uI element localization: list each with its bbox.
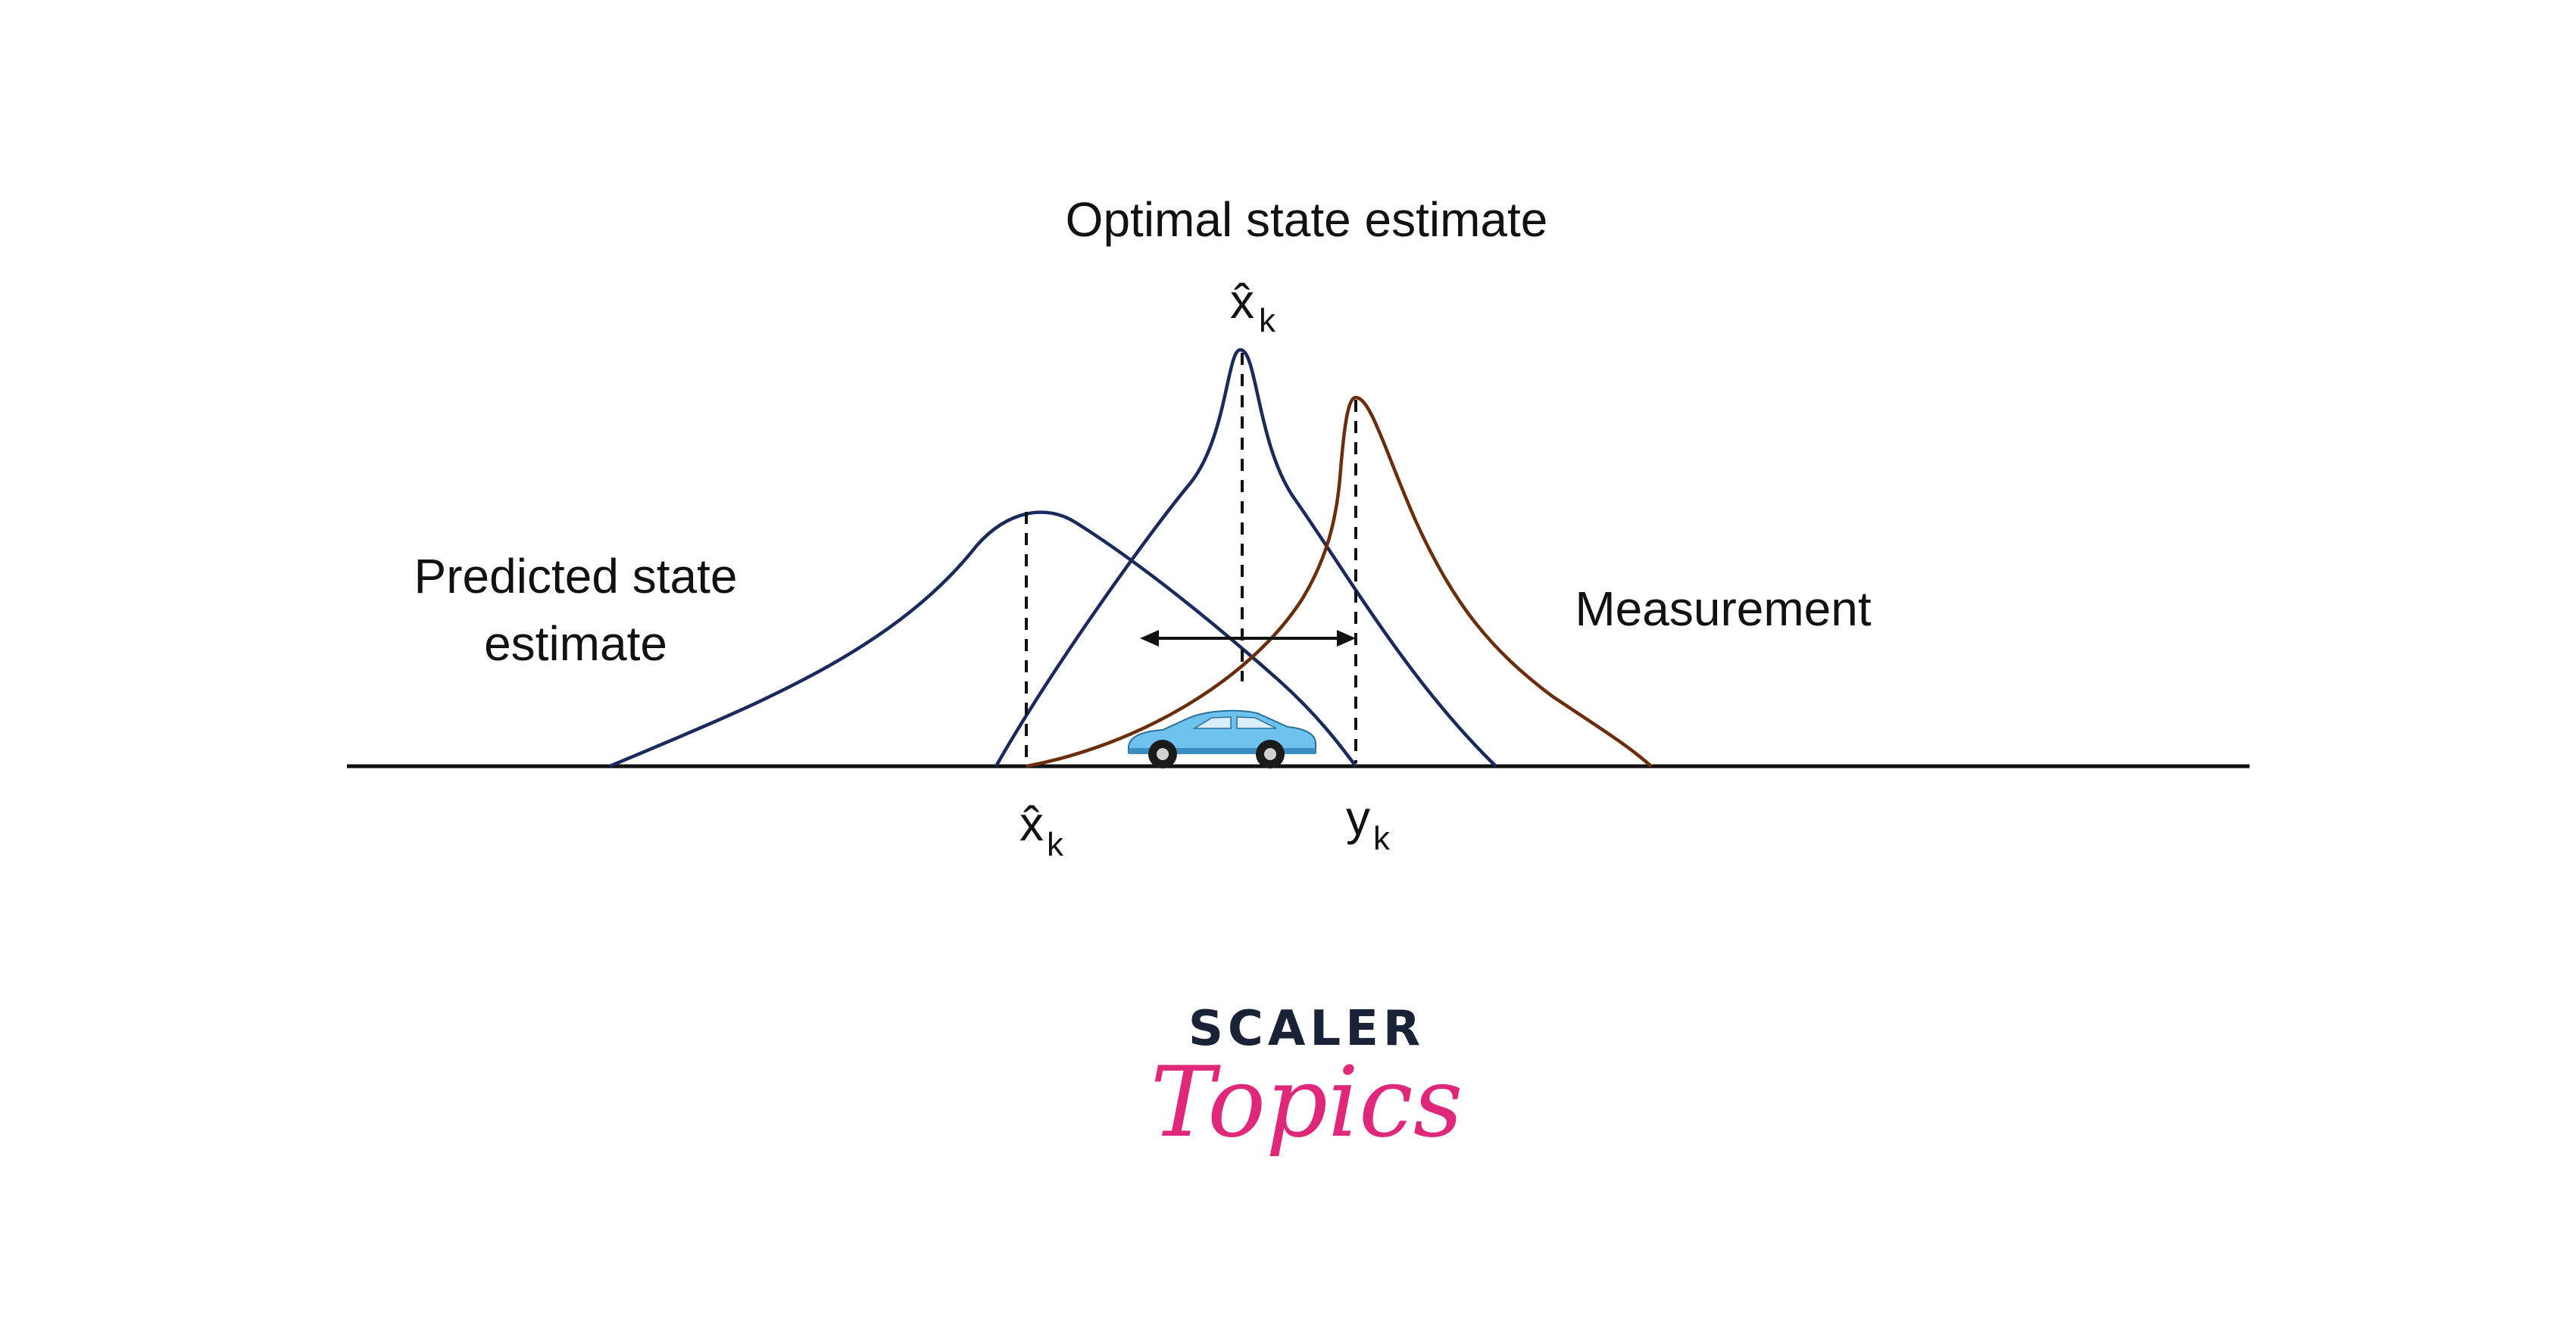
optimal-state-title: Optimal state estimate bbox=[1066, 192, 1548, 247]
optimal-state-curve bbox=[994, 348, 1497, 768]
axis-label-predicted: x̂ k bbox=[1019, 797, 1064, 863]
axis-xhat-subscript: k bbox=[1047, 826, 1064, 863]
predicted-state-label-line1: Predicted state bbox=[414, 549, 738, 603]
optimal-symbol: x̂ k bbox=[1230, 274, 1276, 339]
predicted-state-label-line2: estimate bbox=[484, 616, 667, 671]
car-icon bbox=[1128, 709, 1316, 768]
logo-word-topics: Topics bbox=[1151, 1046, 1463, 1159]
logo-word-scaler: SCALER bbox=[1188, 1001, 1425, 1057]
axis-y-main: y bbox=[1346, 790, 1370, 845]
measurement-curve bbox=[1026, 395, 1653, 768]
optimal-symbol-main: x̂ bbox=[1230, 274, 1254, 329]
axis-xhat-main: x̂ bbox=[1019, 797, 1044, 851]
double-arrow bbox=[1140, 630, 1356, 647]
predicted-state-curve bbox=[609, 510, 1357, 768]
axis-label-measurement: y k bbox=[1346, 790, 1391, 857]
axis-y-subscript: k bbox=[1373, 820, 1391, 857]
measurement-label: Measurement bbox=[1575, 581, 1872, 636]
scaler-topics-logo: SCALER Topics bbox=[1151, 1001, 1463, 1159]
optimal-symbol-subscript: k bbox=[1259, 302, 1276, 339]
